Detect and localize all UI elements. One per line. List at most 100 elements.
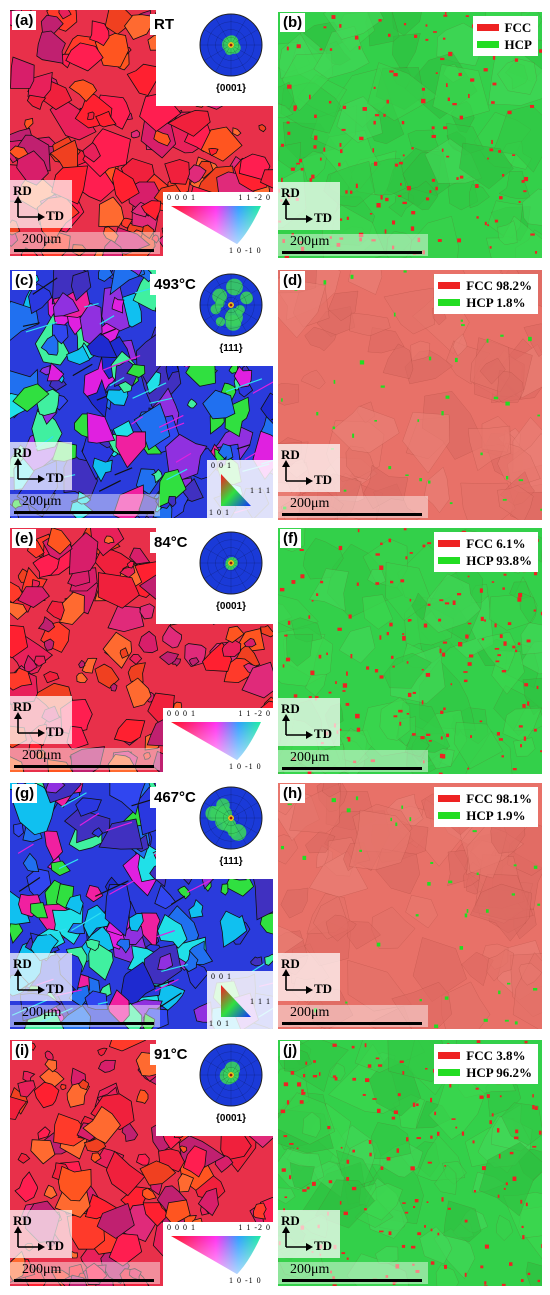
pole-figure-plot: [199, 273, 263, 337]
temperature-unit: °C: [179, 789, 196, 806]
sample-axes: RD TD: [278, 1210, 340, 1258]
hcp-key-10-10: 1 0 -1 0: [229, 762, 262, 771]
pole-figure-plot: [199, 531, 263, 595]
hcp-key-10-10: 1 0 -1 0: [229, 246, 262, 255]
legend-item: FCC 98.1%: [438, 790, 532, 807]
sample-axes: RD TD: [278, 182, 340, 230]
fcc-key-111: 1 1 1: [250, 997, 271, 1006]
panel-j: (j) FCC 3.8% HCP 96.2% RD TD 200μm: [278, 1040, 542, 1286]
hcp-ipf-color-key: 0 0 0 1 1 1 -2 0 1 0 -1 0: [163, 708, 273, 772]
pole-figure-plot: [199, 1043, 263, 1107]
scale-bar: 200μm: [10, 1005, 160, 1027]
panel-f: (f) FCC 6.1% HCP 93.8% RD TD 200μm: [278, 528, 542, 774]
legend-label: FCC 3.8%: [466, 1047, 526, 1063]
temperature-unit: °C: [179, 276, 196, 293]
legend-item: HCP 1.8%: [438, 294, 532, 311]
pole-figure: {111}: [198, 785, 264, 869]
scale-bar-label: 200μm: [290, 234, 330, 249]
pole-figure-plot: [199, 786, 263, 850]
scale-bar-label: 200μm: [22, 1005, 62, 1020]
scale-bar-label: 200μm: [22, 748, 62, 763]
axis-rd-label: RD: [13, 699, 32, 714]
panel-letter: (b): [280, 13, 306, 32]
pole-figure: {0001}: [198, 530, 264, 614]
pole-figure-label: {0001}: [213, 1113, 249, 1124]
legend-swatch: [476, 24, 499, 31]
pole-figure-plot: [199, 13, 263, 77]
legend-item: HCP: [476, 36, 532, 53]
scale-bar-line: [282, 767, 422, 770]
scale-bar-line: [282, 1022, 422, 1025]
temperature-value: 467: [154, 789, 180, 806]
axis-td-label: TD: [46, 1238, 65, 1253]
panel-letter: (d): [280, 271, 306, 290]
axis-td-label: TD: [46, 208, 65, 223]
sample-axes: RD TD: [10, 180, 72, 228]
axis-td-label: TD: [314, 1238, 333, 1253]
scale-bar: 200μm: [10, 748, 160, 770]
temperature-value: RT: [154, 16, 174, 33]
phase-legend: FCC 3.8% HCP 96.2%: [434, 1044, 538, 1084]
phase-legend: FCC 98.1% HCP 1.9%: [434, 787, 538, 827]
scale-bar-line: [14, 765, 154, 768]
legend-item: HCP 96.2%: [438, 1064, 532, 1081]
pole-figure: {0001}: [198, 1042, 264, 1126]
panel-letter: (f): [280, 529, 301, 548]
legend-swatch: [438, 1052, 461, 1059]
hcp-key-11-20: 1 1 -2 0: [238, 1223, 271, 1232]
hcp-ipf-color-key: 0 0 0 1 1 1 -2 0 1 0 -1 0: [163, 192, 273, 256]
scale-bar-label: 200μm: [22, 494, 62, 509]
fcc-key-101: 1 0 1: [209, 1019, 230, 1028]
legend-item: FCC 98.2%: [438, 277, 532, 294]
scale-bar-line: [14, 249, 154, 252]
panel-letter: (j): [280, 1041, 301, 1060]
legend-swatch: [438, 557, 461, 564]
hcp-key-11-20: 1 1 -2 0: [238, 193, 271, 202]
hcp-key-0001: 0 0 0 1: [167, 709, 196, 718]
scale-bar-label: 200μm: [290, 1262, 330, 1277]
temperature-value: 91: [154, 1046, 171, 1063]
temperature-label: 493°C: [150, 274, 200, 295]
sample-axes: RD TD: [278, 953, 340, 1001]
phase-legend: FCC HCP: [472, 16, 538, 56]
scale-bar: 200μm: [278, 1262, 428, 1284]
fcc-key-001: 0 0 1: [211, 461, 232, 470]
legend-label: HCP 1.9%: [466, 807, 526, 823]
panel-i: (i) 91°C {0001} 0 0 0 1 1 1 -2 0 1 0 -1 0 RD TD…: [10, 1040, 273, 1286]
scale-bar: 200μm: [10, 232, 160, 254]
scale-bar-line: [282, 513, 422, 516]
panel-letter: (a): [12, 11, 37, 30]
legend-label: HCP: [504, 36, 532, 52]
legend-item: HCP 93.8%: [438, 552, 532, 569]
scale-bar-label: 200μm: [290, 1005, 330, 1020]
phase-legend: FCC 98.2% HCP 1.8%: [434, 274, 538, 314]
sample-axes: RD TD: [10, 442, 72, 490]
scale-bar: 200μm: [278, 234, 428, 256]
axis-rd-label: RD: [13, 445, 32, 460]
axis-td-label: TD: [314, 472, 333, 487]
scale-bar-label: 200μm: [22, 1262, 62, 1277]
scale-bar-line: [14, 1022, 154, 1025]
axis-rd-label: RD: [281, 447, 300, 462]
scale-bar: 200μm: [10, 1262, 160, 1284]
scale-bar-label: 200μm: [290, 750, 330, 765]
legend-item: FCC: [476, 19, 532, 36]
scale-bar-label: 200μm: [22, 232, 62, 247]
axis-rd-label: RD: [281, 701, 300, 716]
panel-a: (a) RT {0001} 0 0 0 1 1 1 -2 0 1 0 -1 0 RD TD 20…: [10, 10, 273, 256]
legend-swatch: [476, 41, 499, 48]
scale-bar: 200μm: [278, 1005, 428, 1027]
legend-swatch: [438, 795, 461, 802]
hcp-key-10-10: 1 0 -1 0: [229, 1276, 262, 1285]
panel-c: (c) 493°C {111} 0 0 1 1 0 1 1 1 1 RD TD 200μm: [10, 270, 273, 518]
sample-axes: RD TD: [278, 698, 340, 746]
legend-swatch: [438, 1069, 461, 1076]
scale-bar: 200μm: [278, 750, 428, 772]
legend-swatch: [438, 299, 461, 306]
panel-e: (e) 84°C {0001} 0 0 0 1 1 1 -2 0 1 0 -1 0 RD TD…: [10, 528, 273, 772]
panel-letter: (c): [12, 271, 37, 290]
pole-figure: {0001}: [198, 12, 264, 96]
fcc-ipf-color-key: 0 0 1 1 0 1 1 1 1: [207, 460, 273, 518]
fcc-ipf-color-key: 0 0 1 1 0 1 1 1 1: [207, 971, 273, 1029]
